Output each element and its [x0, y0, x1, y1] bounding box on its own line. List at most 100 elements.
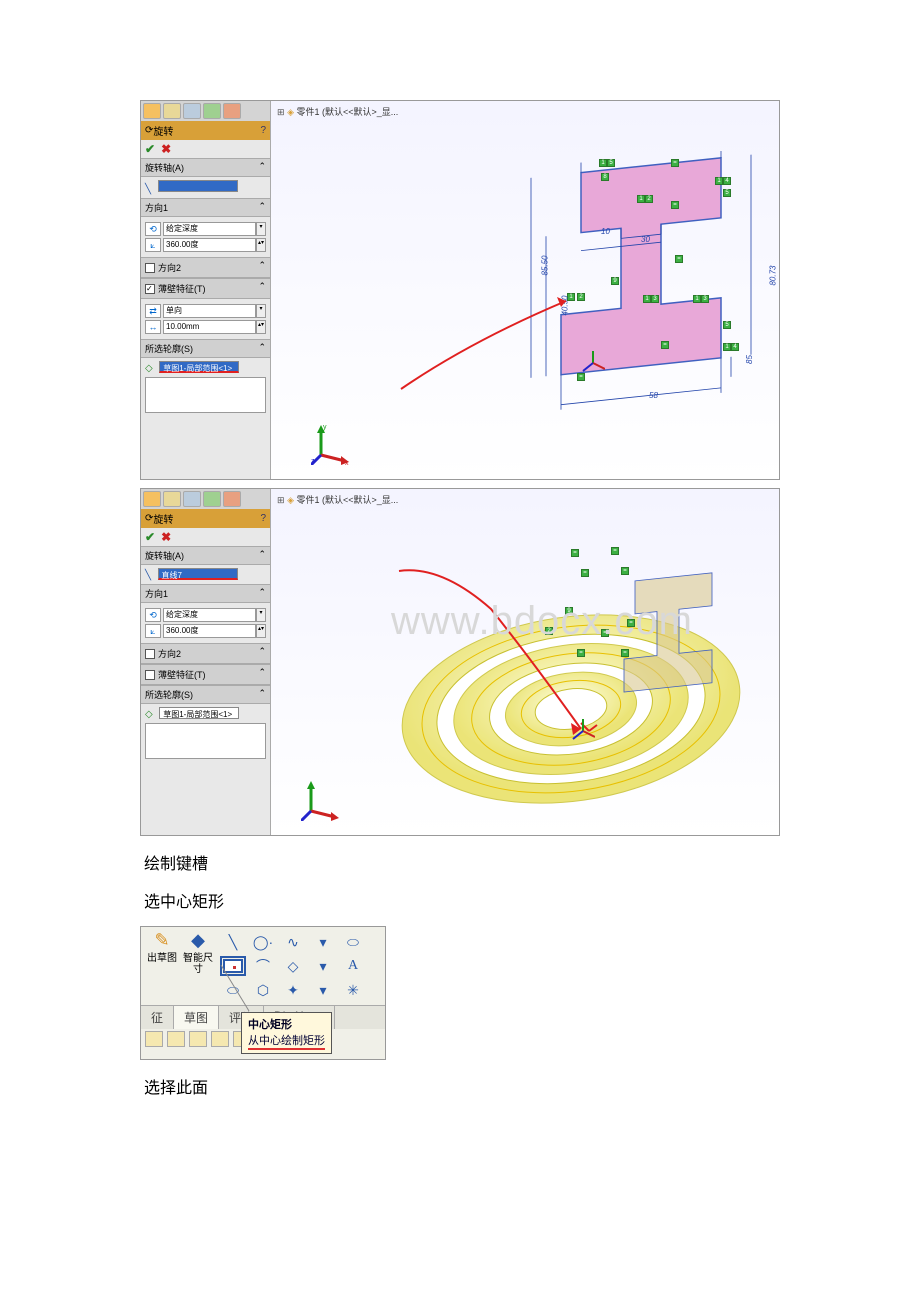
ok-cancel-row: ✔ ✖	[141, 140, 270, 158]
ok-button[interactable]: ✔	[145, 530, 155, 544]
spline-tool-icon[interactable]: ∿	[287, 934, 299, 951]
dropdown-arrow-icon[interactable]: ▾	[319, 958, 326, 975]
spin-icon[interactable]: ▴▾	[256, 238, 266, 252]
ok-button[interactable]: ✔	[145, 142, 155, 156]
line-tool-icon[interactable]: ╲	[229, 934, 237, 951]
axis-selection-box[interactable]: 直线7	[158, 568, 238, 580]
collapse-icon[interactable]: ⌃	[258, 549, 266, 562]
svg-text:z: z	[311, 458, 315, 465]
tab-icon[interactable]	[163, 491, 181, 507]
section-axis-head[interactable]: 旋转轴(A)⌃	[141, 158, 270, 177]
section-thin-label: 薄壁特征(T)	[158, 282, 206, 295]
tab-features[interactable]: 征	[141, 1006, 174, 1029]
section-contour-head[interactable]: 所选轮廓(S)⌃	[141, 339, 270, 358]
section-dir1-head[interactable]: 方向1⌃	[141, 198, 270, 217]
spin-icon[interactable]: ▴▾	[256, 624, 266, 638]
dropdown-arrow-icon[interactable]: ▾	[256, 304, 266, 318]
collapse-icon[interactable]: ⌃	[258, 260, 266, 275]
text-tool-icon[interactable]: A	[348, 958, 358, 974]
section-dir2-head[interactable]: 方向2⌃	[141, 643, 270, 664]
tab-icon[interactable]	[183, 103, 201, 119]
tab-icon[interactable]	[183, 491, 201, 507]
tab-icon[interactable]	[203, 491, 221, 507]
manager-tab-icon[interactable]	[145, 1031, 163, 1047]
dir2-checkbox[interactable]	[145, 649, 155, 659]
collapse-icon[interactable]: ⌃	[258, 688, 266, 701]
help-icon[interactable]: ?	[260, 513, 266, 524]
contour-listbox[interactable]	[145, 377, 266, 413]
collapse-icon[interactable]: ⌃	[258, 201, 266, 214]
slot-tool-icon[interactable]: ⬭	[347, 934, 359, 951]
dropdown-arrow-icon[interactable]: ▾	[319, 934, 326, 951]
panel-title: ⟳ 旋转 ?	[141, 121, 270, 140]
dir1-angle-input[interactable]: 360.00度	[163, 624, 256, 638]
collapse-icon[interactable]: ⌃	[258, 281, 266, 296]
smart-dimension-button[interactable]: ◆ 智能尺寸	[183, 931, 213, 975]
help-icon[interactable]: ?	[260, 125, 266, 136]
dropdown-arrow-icon[interactable]: ▾	[319, 982, 326, 999]
rounded-slot-tool-icon[interactable]: ⬭	[227, 982, 239, 999]
section-contour-head[interactable]: 所选轮廓(S)⌃	[141, 685, 270, 704]
section-dir2-head[interactable]: 方向2 ⌃	[141, 257, 270, 278]
arc-tool-icon[interactable]: ⌒	[256, 956, 270, 976]
circle-tool-icon[interactable]: ◯·	[253, 934, 273, 951]
thin-checkbox[interactable]	[145, 284, 155, 294]
reverse-dir-icon[interactable]: ⟲	[145, 608, 161, 622]
section-axis-head[interactable]: 旋转轴(A)⌃	[141, 546, 270, 565]
section-thin-head[interactable]: 薄壁特征(T)⌃	[141, 664, 270, 685]
origin-triad	[581, 351, 605, 375]
tab-icon[interactable]	[223, 103, 241, 119]
axis-selection-box[interactable]	[158, 180, 238, 192]
contour-selection-box[interactable]: 草图1-局部范围<1>	[159, 361, 239, 373]
collapse-icon[interactable]: ⌃	[258, 667, 266, 682]
dir2-checkbox[interactable]	[145, 263, 155, 273]
tab-feature-icon[interactable]	[143, 103, 161, 119]
manager-tab-icon[interactable]	[189, 1031, 207, 1047]
dir1-angle-input[interactable]: 360.00度	[163, 238, 256, 252]
screenshot-revolve-preview: ⟳ 旋转 ? ✔ ✖ 旋转轴(A)⌃ ╲ 直线7 方向1⌃ ⟲ 给定深度 ▾ ⟀	[140, 488, 780, 836]
smart-dimension-label: 智能尺寸	[183, 953, 213, 975]
collapse-icon[interactable]: ⌃	[258, 342, 266, 355]
section-dir1-head[interactable]: 方向1⌃	[141, 584, 270, 603]
svg-text:y: y	[323, 425, 327, 431]
reverse-thin-icon[interactable]: ⇄	[145, 304, 161, 318]
exit-sketch-button[interactable]: ✎ 出草图	[147, 931, 177, 964]
point-tool-icon[interactable]: ✦	[287, 982, 299, 999]
polygon-tool-icon[interactable]: ◇	[288, 958, 299, 975]
hexagon-tool-icon[interactable]: ⬡	[257, 982, 269, 999]
section-dir1-body: ⟲ 给定深度 ▾ ⟀ 360.00度 ▴▾	[141, 217, 270, 257]
angle-icon: ⟀	[145, 624, 161, 638]
manager-tab-icon[interactable]	[167, 1031, 185, 1047]
contour-listbox[interactable]	[145, 723, 266, 759]
thickness-input[interactable]: 10.00mm	[163, 320, 256, 334]
tab-icon[interactable]	[163, 103, 181, 119]
collapse-icon[interactable]: ⌃	[258, 161, 266, 174]
tab-sketch[interactable]: 草图	[174, 1006, 219, 1029]
center-rectangle-tool[interactable]	[223, 959, 243, 973]
spin-icon[interactable]: ▴▾	[256, 320, 266, 334]
annotation-arrow	[271, 101, 779, 479]
collapse-icon[interactable]: ⌃	[258, 646, 266, 661]
reverse-dir-icon[interactable]: ⟲	[145, 222, 161, 236]
manager-tab-icon[interactable]	[211, 1031, 229, 1047]
collapse-icon[interactable]: ⌃	[258, 587, 266, 600]
tab-icon[interactable]	[223, 491, 241, 507]
cancel-button[interactable]: ✖	[161, 142, 171, 156]
dir1-type-dropdown[interactable]: 给定深度	[163, 222, 256, 236]
tab-icon[interactable]	[203, 103, 221, 119]
graphics-area[interactable]: ⊞ ◈ 零件1 (默认<<默认>_显... www.bdocx.com	[271, 489, 779, 835]
dropdown-arrow-icon[interactable]: ▾	[256, 608, 266, 622]
section-dir2-label: 方向2	[158, 261, 181, 274]
misc-tool-icon[interactable]: ✳	[347, 982, 359, 999]
section-thin-head[interactable]: 薄壁特征(T) ⌃	[141, 278, 270, 299]
thin-checkbox[interactable]	[145, 670, 155, 680]
dir1-type-dropdown[interactable]: 给定深度	[163, 608, 256, 622]
graphics-area[interactable]: ⊞ ◈ 零件1 (默认<<默认>_显...	[271, 101, 779, 479]
tab-feature-icon[interactable]	[143, 491, 161, 507]
thin-type-dropdown[interactable]: 单向	[163, 304, 256, 318]
dropdown-arrow-icon[interactable]: ▾	[256, 222, 266, 236]
contour-selection-box[interactable]: 草图1-局部范围<1>	[159, 707, 239, 719]
toolbar-row: ✎ 出草图 ◆ 智能尺寸 ╲ ◯· ∿ ▾ ⬭ ⌒ ◇ ▾ A ⬭ ⬡ ✦ ▾ …	[141, 927, 385, 1005]
cancel-button[interactable]: ✖	[161, 530, 171, 544]
smart-dimension-icon: ◆	[183, 931, 213, 951]
